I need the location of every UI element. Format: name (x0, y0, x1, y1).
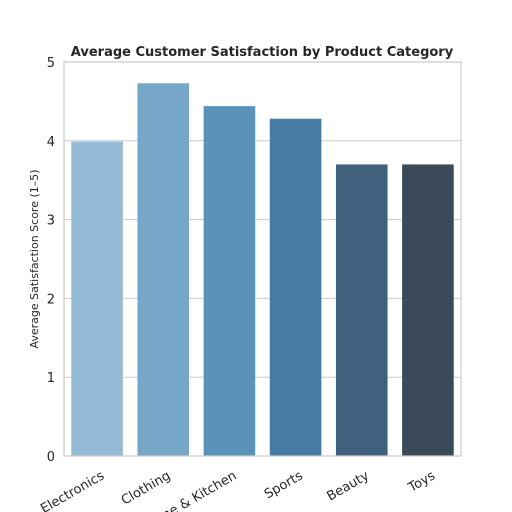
bar (269, 118, 322, 457)
bar (335, 164, 388, 456)
gridlines (64, 61, 461, 457)
y-tick-label: 3 (47, 214, 55, 229)
x-tick-label: Sports (262, 468, 306, 502)
y-axis-ticks: 0 1 2 3 4 5 (47, 56, 55, 465)
y-axis-label: Average Satisfaction Score (1–5) (28, 169, 41, 348)
x-tick-label: Electronics (38, 468, 107, 512)
bar (402, 164, 454, 456)
y-tick-label: 1 (47, 371, 55, 386)
x-tick-label: Clothing (119, 468, 173, 508)
bars (71, 83, 454, 457)
x-tick-label: Toys (405, 468, 438, 496)
bar (71, 141, 123, 456)
y-tick-label: 0 (47, 450, 55, 465)
x-tick-label: Beauty (324, 468, 372, 504)
y-tick-label: 5 (47, 56, 55, 71)
bar (137, 83, 190, 456)
bar (203, 106, 256, 457)
y-tick-label: 4 (47, 135, 55, 150)
chart-title: Average Customer Satisfaction by Product… (71, 45, 454, 60)
plot-frame (63, 61, 462, 457)
y-tick-label: 2 (47, 292, 55, 307)
